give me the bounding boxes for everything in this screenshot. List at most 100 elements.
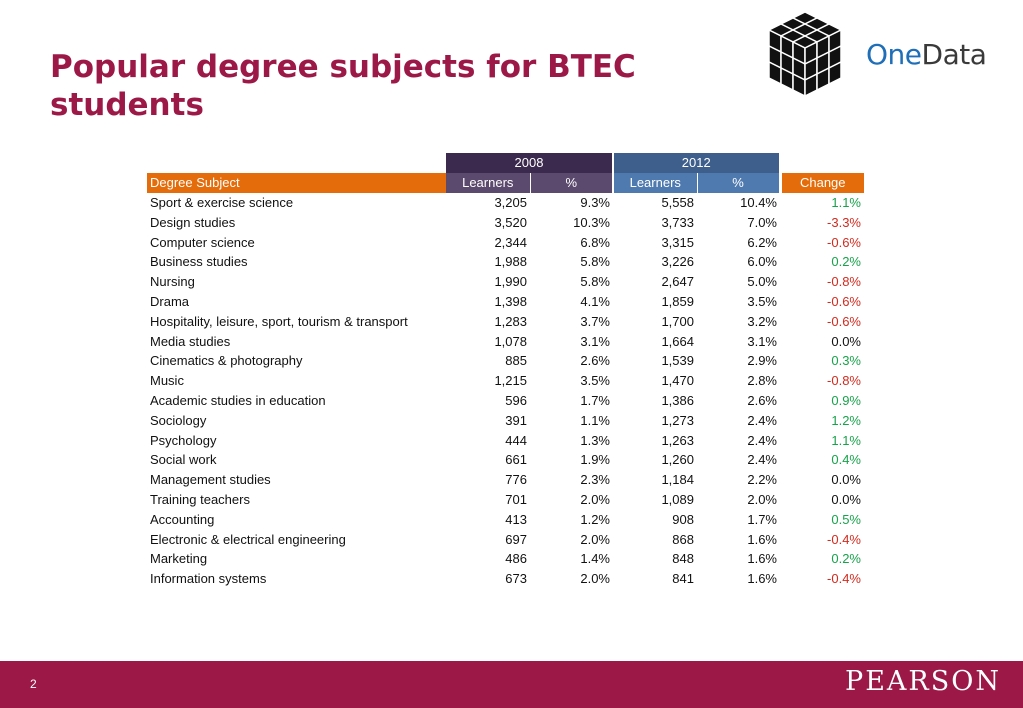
header-degree-subject: Degree Subject <box>147 172 446 193</box>
cell-pct-2008: 1.3% <box>580 432 610 448</box>
cell-subject: Management studies <box>150 472 271 488</box>
cell-pct-2012: 2.4% <box>747 432 777 448</box>
header-pct-2012: % <box>697 172 782 193</box>
cell-learners-2012: 1,260 <box>661 452 694 468</box>
cell-pct-2012: 1.6% <box>747 551 777 567</box>
cell-learners-2012: 1,386 <box>661 392 694 408</box>
table-row: Management studies 776 2.3% 1,184 2.2% 0.0% <box>147 470 864 490</box>
cell-pct-2008: 6.8% <box>580 234 610 250</box>
cell-change: -0.8% <box>827 373 861 389</box>
cell-subject: Sociology <box>150 412 207 428</box>
cell-subject: Drama <box>150 293 190 309</box>
cell-pct-2012: 2.4% <box>747 412 777 428</box>
table-row: Marketing 486 1.4% 848 1.6% 0.2% <box>147 549 864 569</box>
onedata-logo: OneData <box>755 8 1005 108</box>
cell-learners-2012: 1,470 <box>661 373 694 389</box>
cell-pct-2012: 2.2% <box>747 472 777 488</box>
table-row: Accounting 413 1.2% 908 1.7% 0.5% <box>147 509 864 529</box>
cell-change: 0.0% <box>831 333 861 349</box>
cell-change: -0.8% <box>827 274 861 290</box>
header-learners-2012: Learners <box>613 172 698 193</box>
logo-text-one: One <box>866 38 922 71</box>
cell-pct-2008: 9.3% <box>580 194 610 210</box>
cell-learners-2012: 3,315 <box>661 234 694 250</box>
group-spacer <box>147 153 446 173</box>
cell-pct-2008: 1.4% <box>580 551 610 567</box>
table-row: Social work 661 1.9% 1,260 2.4% 0.4% <box>147 450 864 470</box>
cell-pct-2008: 10.3% <box>573 214 610 230</box>
cell-subject: Design studies <box>150 214 236 230</box>
cell-learners-2008: 3,520 <box>494 214 527 230</box>
cell-pct-2008: 1.1% <box>580 412 610 428</box>
cell-learners-2008: 3,205 <box>494 194 527 210</box>
degree-subjects-table: 2008 2012 Degree Subject Learners % Lear… <box>147 153 864 589</box>
cell-pct-2012: 6.2% <box>747 234 777 250</box>
table-row: Sociology 391 1.1% 1,273 2.4% 1.2% <box>147 410 864 430</box>
table-row: Training teachers 701 2.0% 1,089 2.0% 0.0% <box>147 490 864 510</box>
cell-learners-2008: 2,344 <box>494 234 527 250</box>
cell-pct-2008: 3.7% <box>580 313 610 329</box>
cell-pct-2008: 5.8% <box>580 274 610 290</box>
table-row: Hospitality, leisure, sport, tourism & t… <box>147 311 864 331</box>
cell-learners-2008: 596 <box>505 392 527 408</box>
cell-learners-2012: 1,539 <box>661 353 694 369</box>
cell-learners-2012: 1,700 <box>661 313 694 329</box>
cell-change: 1.1% <box>831 194 861 210</box>
cell-learners-2008: 1,398 <box>494 293 527 309</box>
table-row: Psychology 444 1.3% 1,263 2.4% 1.1% <box>147 430 864 450</box>
cell-pct-2012: 1.7% <box>747 511 777 527</box>
cell-learners-2008: 1,283 <box>494 313 527 329</box>
cell-pct-2012: 1.6% <box>747 531 777 547</box>
cube-icon <box>767 11 843 98</box>
cell-pct-2008: 2.6% <box>580 353 610 369</box>
cell-pct-2012: 1.6% <box>747 571 777 587</box>
cell-subject: Information systems <box>150 571 267 587</box>
table-row: Information systems 673 2.0% 841 1.6% -0.4% <box>147 569 864 589</box>
cell-pct-2012: 3.2% <box>747 313 777 329</box>
year-group-row: 2008 2012 <box>147 153 864 173</box>
cell-change: 0.3% <box>831 353 861 369</box>
cell-learners-2012: 841 <box>672 571 694 587</box>
cell-learners-2008: 1,215 <box>494 373 527 389</box>
cell-learners-2012: 848 <box>672 551 694 567</box>
cell-change: -0.4% <box>827 571 861 587</box>
cell-subject: Psychology <box>150 432 217 448</box>
cell-subject: Electronic & electrical engineering <box>150 531 346 547</box>
cell-subject: Sport & exercise science <box>150 194 294 210</box>
cell-change: -0.6% <box>827 293 861 309</box>
cell-subject: Hospitality, leisure, sport, tourism & t… <box>150 313 408 329</box>
cell-learners-2008: 1,990 <box>494 274 527 290</box>
cell-learners-2008: 661 <box>505 452 527 468</box>
table-row: Drama 1,398 4.1% 1,859 3.5% -0.6% <box>147 292 864 312</box>
cell-learners-2008: 673 <box>505 571 527 587</box>
cell-pct-2012: 3.5% <box>747 293 777 309</box>
cell-learners-2012: 868 <box>672 531 694 547</box>
cell-change: 0.2% <box>831 254 861 270</box>
cell-learners-2012: 5,558 <box>661 194 694 210</box>
header-learners-2008: Learners <box>446 172 531 193</box>
cell-subject: Business studies <box>150 254 248 270</box>
cell-learners-2012: 2,647 <box>661 274 694 290</box>
group-spacer-right <box>780 153 864 173</box>
cell-pct-2008: 4.1% <box>580 293 610 309</box>
cell-change: 0.0% <box>831 491 861 507</box>
cell-pct-2008: 2.0% <box>580 531 610 547</box>
header-change: Change <box>780 172 864 193</box>
cell-learners-2008: 444 <box>505 432 527 448</box>
table-row: Media studies 1,078 3.1% 1,664 3.1% 0.0% <box>147 331 864 351</box>
cell-learners-2012: 3,226 <box>661 254 694 270</box>
cell-subject: Computer science <box>150 234 255 250</box>
cell-learners-2008: 776 <box>505 472 527 488</box>
table-row: Business studies 1,988 5.8% 3,226 6.0% 0.2% <box>147 252 864 272</box>
cell-subject: Marketing <box>150 551 208 567</box>
table-row: Nursing 1,990 5.8% 2,647 5.0% -0.8% <box>147 272 864 292</box>
cell-subject: Cinematics & photography <box>150 353 303 369</box>
cell-pct-2008: 2.3% <box>580 472 610 488</box>
table-row: Computer science 2,344 6.8% 3,315 6.2% -0.6% <box>147 232 864 252</box>
cell-learners-2008: 486 <box>505 551 527 567</box>
table-body: Sport & exercise science 3,205 9.3% 5,558 10… <box>147 193 864 589</box>
cell-pct-2008: 1.7% <box>580 392 610 408</box>
cell-pct-2008: 3.5% <box>580 373 610 389</box>
table-row: Cinematics & photography 885 2.6% 1,539 2.9%… <box>147 351 864 371</box>
cell-pct-2008: 1.2% <box>580 511 610 527</box>
